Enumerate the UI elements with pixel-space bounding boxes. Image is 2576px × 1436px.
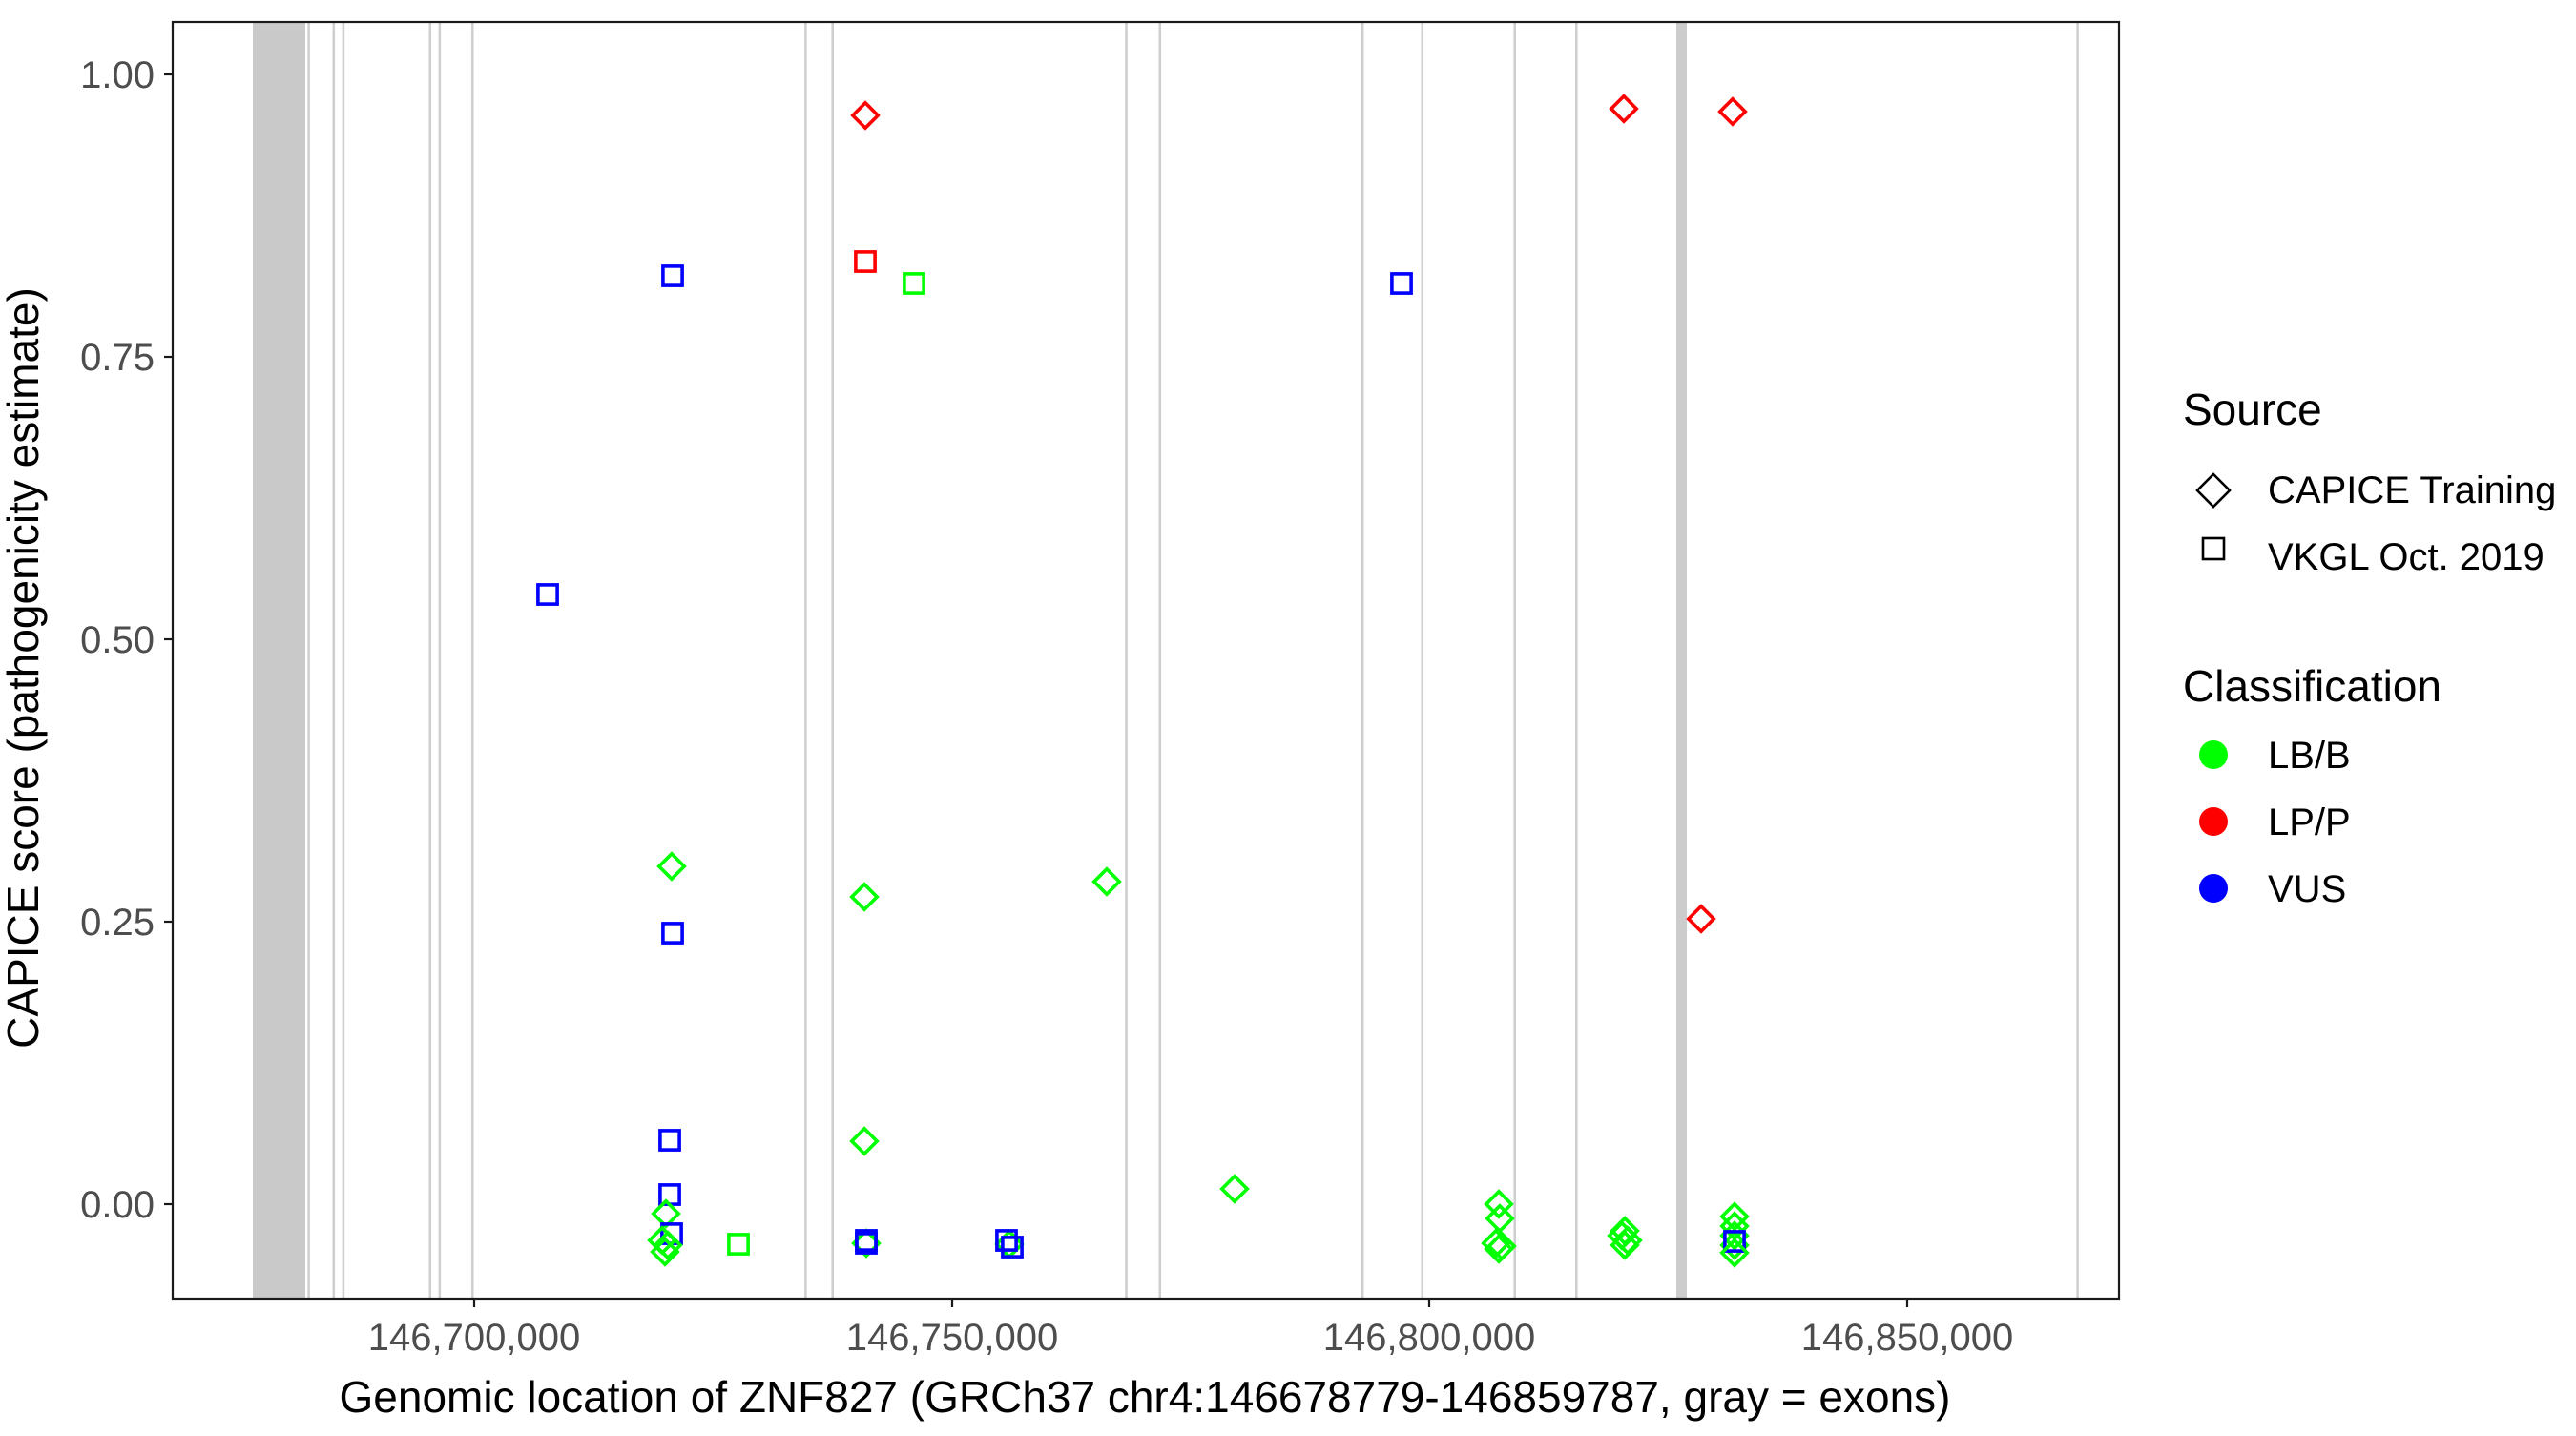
svg-text:1.00: 1.00 [80, 54, 155, 96]
svg-text:LP/P: LP/P [2268, 801, 2351, 843]
svg-text:Genomic location of ZNF827 (GR: Genomic location of ZNF827 (GRCh37 chr4:… [340, 1372, 1951, 1422]
svg-text:146,750,000: 146,750,000 [846, 1317, 1058, 1359]
svg-text:Classification: Classification [2183, 661, 2441, 711]
svg-text:0.25: 0.25 [80, 902, 155, 944]
svg-text:0.00: 0.00 [80, 1184, 155, 1226]
svg-text:Source: Source [2183, 385, 2322, 434]
svg-text:0.75: 0.75 [80, 337, 155, 379]
svg-text:0.50: 0.50 [80, 619, 155, 661]
svg-text:CAPICE score (pathogenicity es: CAPICE score (pathogenicity estimate) [0, 287, 48, 1049]
svg-text:CAPICE Training: CAPICE Training [2268, 469, 2556, 511]
svg-text:146,700,000: 146,700,000 [368, 1317, 580, 1359]
svg-text:VKGL Oct. 2019: VKGL Oct. 2019 [2268, 536, 2545, 578]
svg-text:146,850,000: 146,850,000 [1801, 1317, 2013, 1359]
svg-text:146,800,000: 146,800,000 [1323, 1317, 1535, 1359]
svg-text:LB/B: LB/B [2268, 735, 2351, 777]
svg-text:VUS: VUS [2268, 868, 2346, 910]
